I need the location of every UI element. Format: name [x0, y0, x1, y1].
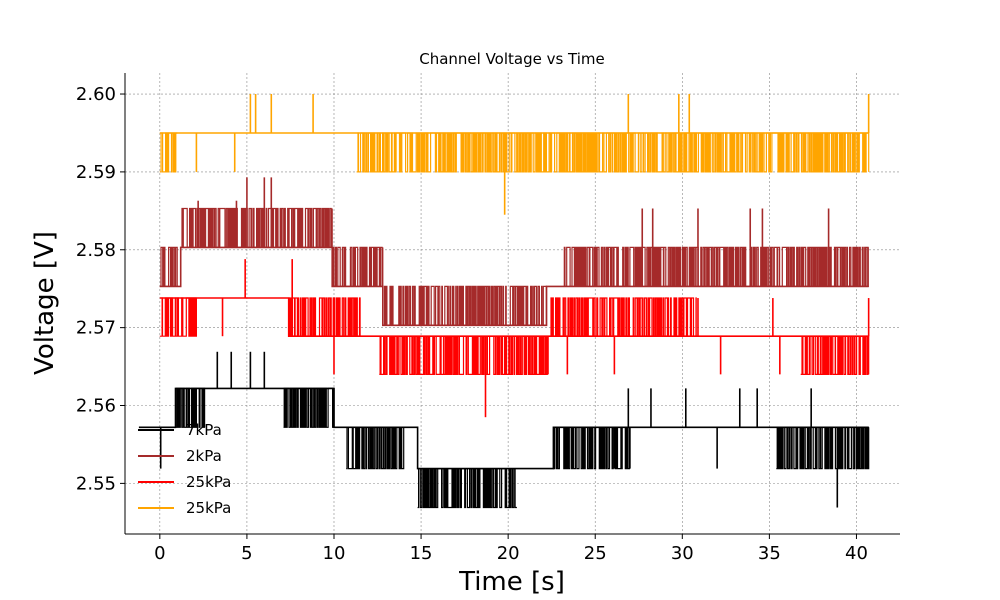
legend-item: 25kPa	[138, 473, 231, 491]
series-noise-band	[548, 297, 697, 337]
series-noise-band	[800, 335, 870, 375]
series-3	[159, 94, 870, 215]
series-2	[159, 259, 870, 418]
series-noise-band	[283, 387, 335, 428]
y-tick-label: 2.56	[76, 396, 116, 417]
series-0	[138, 351, 870, 509]
series-noise-band	[175, 387, 206, 428]
series-noise-band	[417, 468, 517, 509]
series-noise-band	[776, 426, 870, 470]
axes-layer	[124, 73, 900, 535]
series-noise-band	[346, 426, 405, 470]
series-noise-band	[159, 246, 178, 287]
y-tick-label: 2.58	[76, 240, 116, 261]
series-noise-band	[332, 246, 384, 287]
series-noise-band	[159, 297, 197, 337]
y-tick-label: 2.60	[76, 84, 116, 105]
y-tick-label: 2.59	[76, 162, 116, 183]
x-tick-label: 5	[241, 543, 252, 564]
x-tick-label: 25	[584, 543, 607, 564]
series-noise-band	[379, 335, 549, 375]
series-noise-band	[159, 132, 178, 173]
y-axis-title: Voltage [V]	[30, 231, 60, 375]
series-layer	[138, 94, 870, 509]
x-ticks: 0 5 10 15 20 25 30 35 40	[154, 534, 868, 564]
series-noise-band	[288, 297, 361, 337]
x-tick-label: 40	[845, 543, 868, 564]
legend: 7kPa 2kPa 25kPa 25kPa	[138, 421, 231, 517]
x-tick-label: 30	[671, 543, 694, 564]
series-noise-band	[563, 246, 869, 287]
series-noise-band	[180, 207, 333, 248]
y-tick-label: 2.55	[76, 473, 116, 494]
legend-item: 7kPa	[138, 421, 222, 439]
series-baseline	[138, 387, 869, 470]
legend-item: 2kPa	[138, 447, 222, 465]
series-noise-band	[356, 132, 870, 173]
series-1	[159, 177, 869, 327]
series-noise-band	[382, 285, 548, 326]
y-ticks: 2.55 2.56 2.57 2.58 2.59 2.60	[76, 84, 125, 494]
x-tick-label: 10	[323, 543, 346, 564]
x-axis-title: Time [s]	[458, 567, 565, 597]
legend-label: 2kPa	[186, 447, 222, 465]
x-tick-label: 0	[154, 543, 165, 564]
legend-label: 7kPa	[186, 421, 222, 439]
legend-label: 25kPa	[186, 473, 231, 491]
legend-label: 25kPa	[186, 499, 231, 517]
x-tick-label: 20	[497, 543, 520, 564]
x-tick-label: 35	[758, 543, 781, 564]
series-noise-band	[553, 426, 631, 470]
legend-item: 25kPa	[138, 499, 231, 517]
chart-title: Channel Voltage vs Time	[419, 50, 605, 68]
y-tick-label: 2.57	[76, 318, 116, 339]
x-tick-label: 15	[410, 543, 433, 564]
